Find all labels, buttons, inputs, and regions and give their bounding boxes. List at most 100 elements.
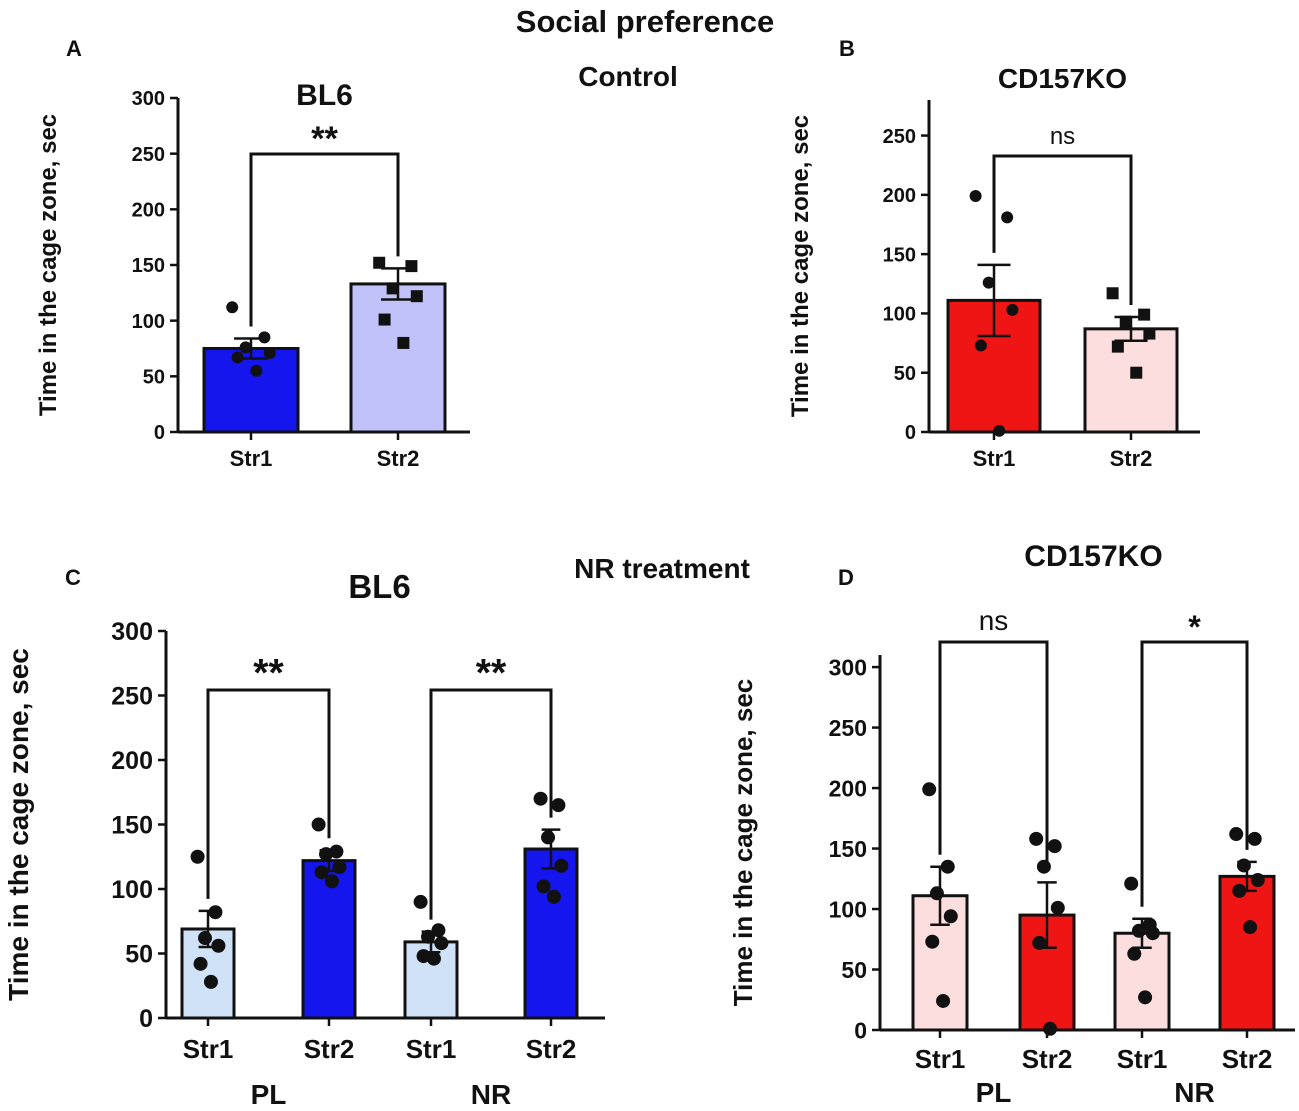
data-point (1236, 858, 1251, 873)
data-point (1006, 303, 1019, 316)
data-point (1247, 831, 1262, 846)
y-tick-label: 250 (111, 683, 153, 711)
chart-title: BL6 (348, 568, 410, 605)
data-point (1250, 873, 1265, 887)
y-tick-label: 200 (111, 747, 153, 775)
y-axis-label: Time in the cage zone, sec (787, 115, 814, 417)
significance-label: ** (253, 652, 284, 695)
data-point (373, 256, 386, 269)
bar (523, 847, 579, 1020)
data-point (922, 782, 937, 797)
chart-title: BL6 (296, 79, 353, 112)
y-tick-label: 0 (905, 422, 916, 444)
data-point (1131, 923, 1146, 938)
section-control-label: Control (578, 61, 678, 92)
data-point (1124, 876, 1139, 891)
data-point (546, 889, 561, 904)
x-tick-label: Str2 (377, 446, 420, 471)
y-tick-label: 0 (139, 1005, 153, 1033)
y-tick-label: 100 (883, 304, 916, 326)
y-axis-label: Time in the cage zone, sec (728, 679, 758, 1007)
chart-title: CD157KO (1024, 540, 1162, 573)
x-tick-label: Str2 (1222, 1044, 1273, 1074)
significance-label: * (1188, 609, 1201, 645)
data-point (1138, 308, 1151, 321)
y-tick-label: 300 (829, 654, 867, 680)
data-point (533, 791, 548, 806)
y-tick-label: 50 (894, 363, 916, 385)
y-tick-label: 50 (143, 367, 165, 389)
x-tick-label: Str1 (183, 1034, 234, 1064)
data-point (208, 905, 223, 920)
data-point (211, 938, 226, 953)
significance-bracket (1140, 640, 1249, 907)
data-point (190, 849, 205, 864)
data-point (940, 859, 955, 874)
bar (1218, 874, 1276, 1032)
data-point (1232, 883, 1247, 898)
x-tick-label: Str1 (1117, 1044, 1168, 1074)
data-point (231, 351, 244, 364)
y-tick-label: 150 (829, 836, 867, 862)
data-point (319, 847, 334, 862)
panel-a: A BL6 Time in the cage zone, sec 0 50 100 150… (35, 36, 470, 471)
data-point (551, 798, 566, 813)
data-point (541, 830, 556, 845)
bar (1083, 327, 1179, 434)
data-point (969, 190, 982, 203)
x-tick-label: Str1 (406, 1034, 457, 1064)
y-tick-label: 200 (132, 200, 165, 222)
y-tick-label: 250 (829, 715, 867, 741)
data-point (324, 874, 339, 889)
data-point (314, 865, 329, 880)
data-point (554, 858, 569, 873)
bar (202, 347, 300, 434)
data-point (258, 331, 271, 344)
data-point (936, 993, 951, 1008)
significance-label: ** (311, 120, 338, 158)
data-point (1243, 920, 1258, 935)
panel-d-letter: D (838, 565, 854, 590)
y-tick-label: 150 (111, 812, 153, 840)
data-point (536, 879, 551, 894)
significance-bracket (206, 688, 331, 899)
y-axis-label: Time in the cage zone, sec (35, 114, 62, 416)
y-tick-label: 300 (111, 618, 153, 646)
y-axis-label: Time in the cage zone, sec (3, 648, 34, 1001)
group-label: NR (471, 1079, 511, 1110)
section-treatment-label: NR treatment (574, 553, 750, 584)
y-tick-label: 100 (132, 311, 165, 333)
group-label: NR (1174, 1077, 1214, 1108)
data-point (1127, 946, 1142, 961)
x-tick-label: Str2 (304, 1034, 355, 1064)
y-tick-label: 250 (883, 126, 916, 148)
y-tick-label: 50 (841, 957, 867, 983)
x-tick-label: Str1 (915, 1044, 966, 1074)
data-point (410, 290, 423, 303)
data-point (198, 931, 213, 946)
significance-bracket (429, 688, 553, 920)
data-point (332, 860, 347, 875)
data-point (239, 341, 252, 354)
significance-bracket (992, 154, 1133, 305)
chart-title: CD157KO (998, 63, 1127, 94)
data-point (413, 894, 428, 909)
bar (1113, 931, 1171, 1032)
data-point (405, 260, 418, 273)
y-tick-label: 200 (883, 185, 916, 207)
data-point (263, 346, 276, 359)
y-tick-label: 250 (132, 144, 165, 166)
data-point (943, 909, 958, 924)
data-point (1143, 327, 1156, 340)
y-tick-label: 0 (154, 422, 165, 444)
data-point (386, 282, 399, 295)
main-title: Social preference (516, 4, 774, 39)
data-point (378, 313, 391, 326)
panel-b: B CD157KO Time in the cage zone, sec 0 50 10… (787, 36, 1200, 471)
data-point (250, 364, 263, 377)
y-tick-label: 100 (111, 876, 153, 904)
data-point (226, 301, 239, 314)
y-tick-label: 200 (829, 775, 867, 801)
panel-c: C BL6 Time in the cage zone, sec 0 50 100 150… (3, 565, 605, 1110)
